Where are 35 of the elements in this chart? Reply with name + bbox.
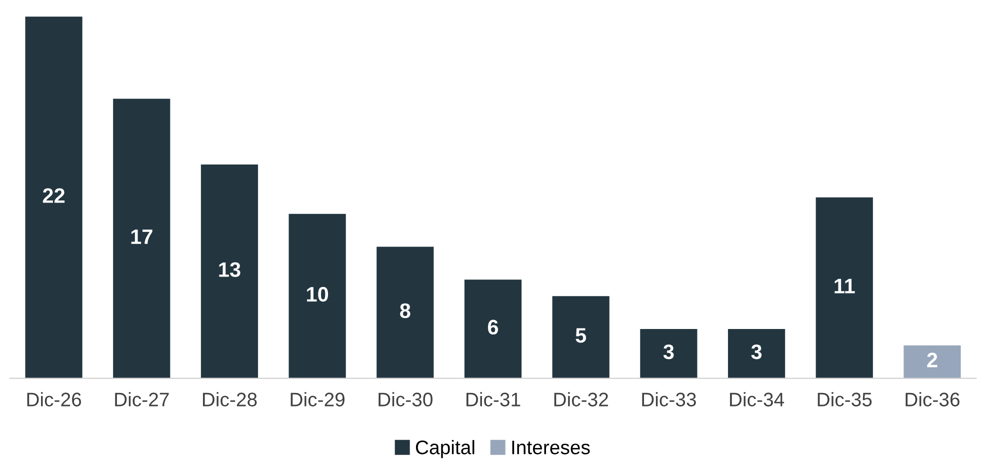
data-label: 17 [131,230,152,244]
bar [904,345,961,378]
bar [816,197,873,378]
x-tick-label: Dic-31 [466,392,520,406]
data-label: 3 [751,344,762,360]
x-tick-label: Dic-27 [115,392,169,406]
bar [552,296,610,378]
bar [376,246,434,378]
data-label: 8 [400,303,410,318]
bar [288,214,346,378]
x-tick-label: Dic-32 [554,392,608,406]
bar [113,98,170,378]
bar [464,280,522,378]
data-label: 22 [42,188,65,203]
x-tick-label: Dic-29 [290,392,344,406]
x-tick-label: Dic-36 [906,392,960,406]
legend-label: Capital [416,440,474,458]
x-tick-label: Dic-28 [202,392,257,406]
x-tick-label: Dic-30 [378,392,432,406]
x-tick-label: Dic-34 [730,392,784,406]
data-label: 3 [663,344,674,360]
data-label: 5 [576,328,586,343]
data-label: 2 [927,352,938,368]
data-label: 11 [834,278,855,294]
bar [728,328,786,378]
data-label: 6 [488,320,498,335]
bar [25,16,82,378]
legend-label: Intereses [512,440,590,454]
x-tick-label: Dic-33 [642,392,696,406]
data-label: 13 [219,262,240,278]
bar [640,328,698,378]
bar [200,164,258,378]
x-tick-label: Dic-26 [27,392,82,406]
data-label: 10 [307,286,328,302]
x-tick-label: Dic-35 [818,392,872,406]
